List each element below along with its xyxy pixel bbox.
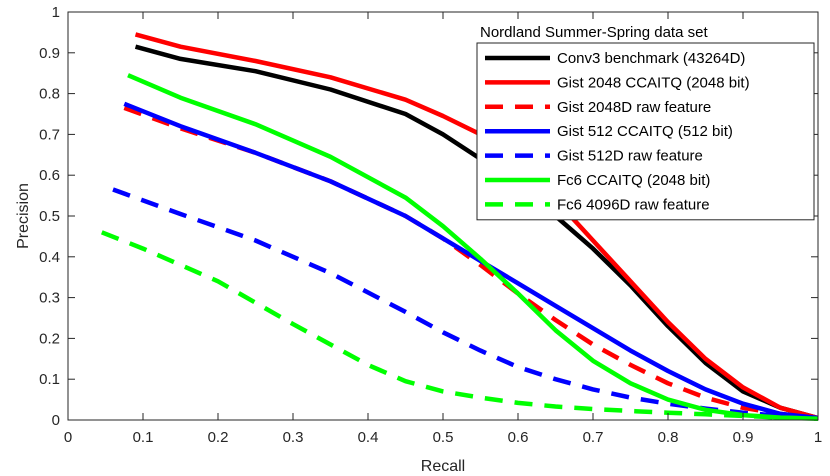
y-tick-label: 0.9 <box>39 45 60 62</box>
x-tick-label: 0.7 <box>583 429 604 446</box>
x-tick-label: 0.5 <box>433 429 454 446</box>
x-tick-label: 0.8 <box>658 429 679 446</box>
y-tick-label: 0.4 <box>39 249 60 266</box>
legend-entry-3: Gist 2048D raw feature <box>557 99 711 116</box>
x-tick-label: 0.3 <box>283 429 304 446</box>
legend-entry-4: Gist 512 CCAITQ (512 bit) <box>557 123 733 140</box>
series-line-7 <box>100 230 819 422</box>
series-line-3 <box>123 105 819 421</box>
series-line-5 <box>112 187 819 421</box>
series-line-6 <box>127 73 819 422</box>
y-tick-label: 0.6 <box>39 167 60 184</box>
legend-title: Nordland Summer-Spring data set <box>480 24 708 41</box>
x-tick-label: 0 <box>64 429 72 446</box>
y-tick-label: 1 <box>52 4 60 21</box>
y-tick-label: 0.3 <box>39 290 60 307</box>
y-tick-label: 0 <box>52 412 60 429</box>
legend: Nordland Summer-Spring data set Conv3 ben… <box>476 24 815 221</box>
y-tick-label: 0.7 <box>39 126 60 143</box>
y-tick-label: 0.5 <box>39 208 60 225</box>
series-line-4 <box>123 101 819 421</box>
x-tick-label: 0.2 <box>208 429 229 446</box>
y-tick-label: 0.2 <box>39 330 60 347</box>
axes-layer: 0 0.1 0.2 0.3 0.4 0.5 0.6 0.7 0.8 0.9 1 0 0.1 0.2 0.3 0… <box>15 4 822 475</box>
x-tick-label: 0.1 <box>133 429 154 446</box>
legend-entry-2: Gist 2048 CCAITQ (2048 bit) <box>557 74 750 91</box>
x-tick-label: 0.6 <box>508 429 529 446</box>
y-tick-label: 0.8 <box>39 86 60 103</box>
legend-entry-5: Gist 512D raw feature <box>557 148 703 165</box>
x-tick-label: 1 <box>814 429 822 446</box>
y-tick-label: 0.1 <box>39 371 60 388</box>
x-tick-label: 0.9 <box>733 429 754 446</box>
y-axis-label: Precision <box>15 183 32 249</box>
x-tick-label: 0.4 <box>358 429 379 446</box>
legend-entry-7: Fc6 4096D raw feature <box>557 196 710 213</box>
legend-entry-6: Fc6 CCAITQ (2048 bit) <box>557 172 710 189</box>
legend-entry-1: Conv3 benchmark (43264D) <box>557 50 745 67</box>
x-axis-label: Recall <box>421 458 465 475</box>
